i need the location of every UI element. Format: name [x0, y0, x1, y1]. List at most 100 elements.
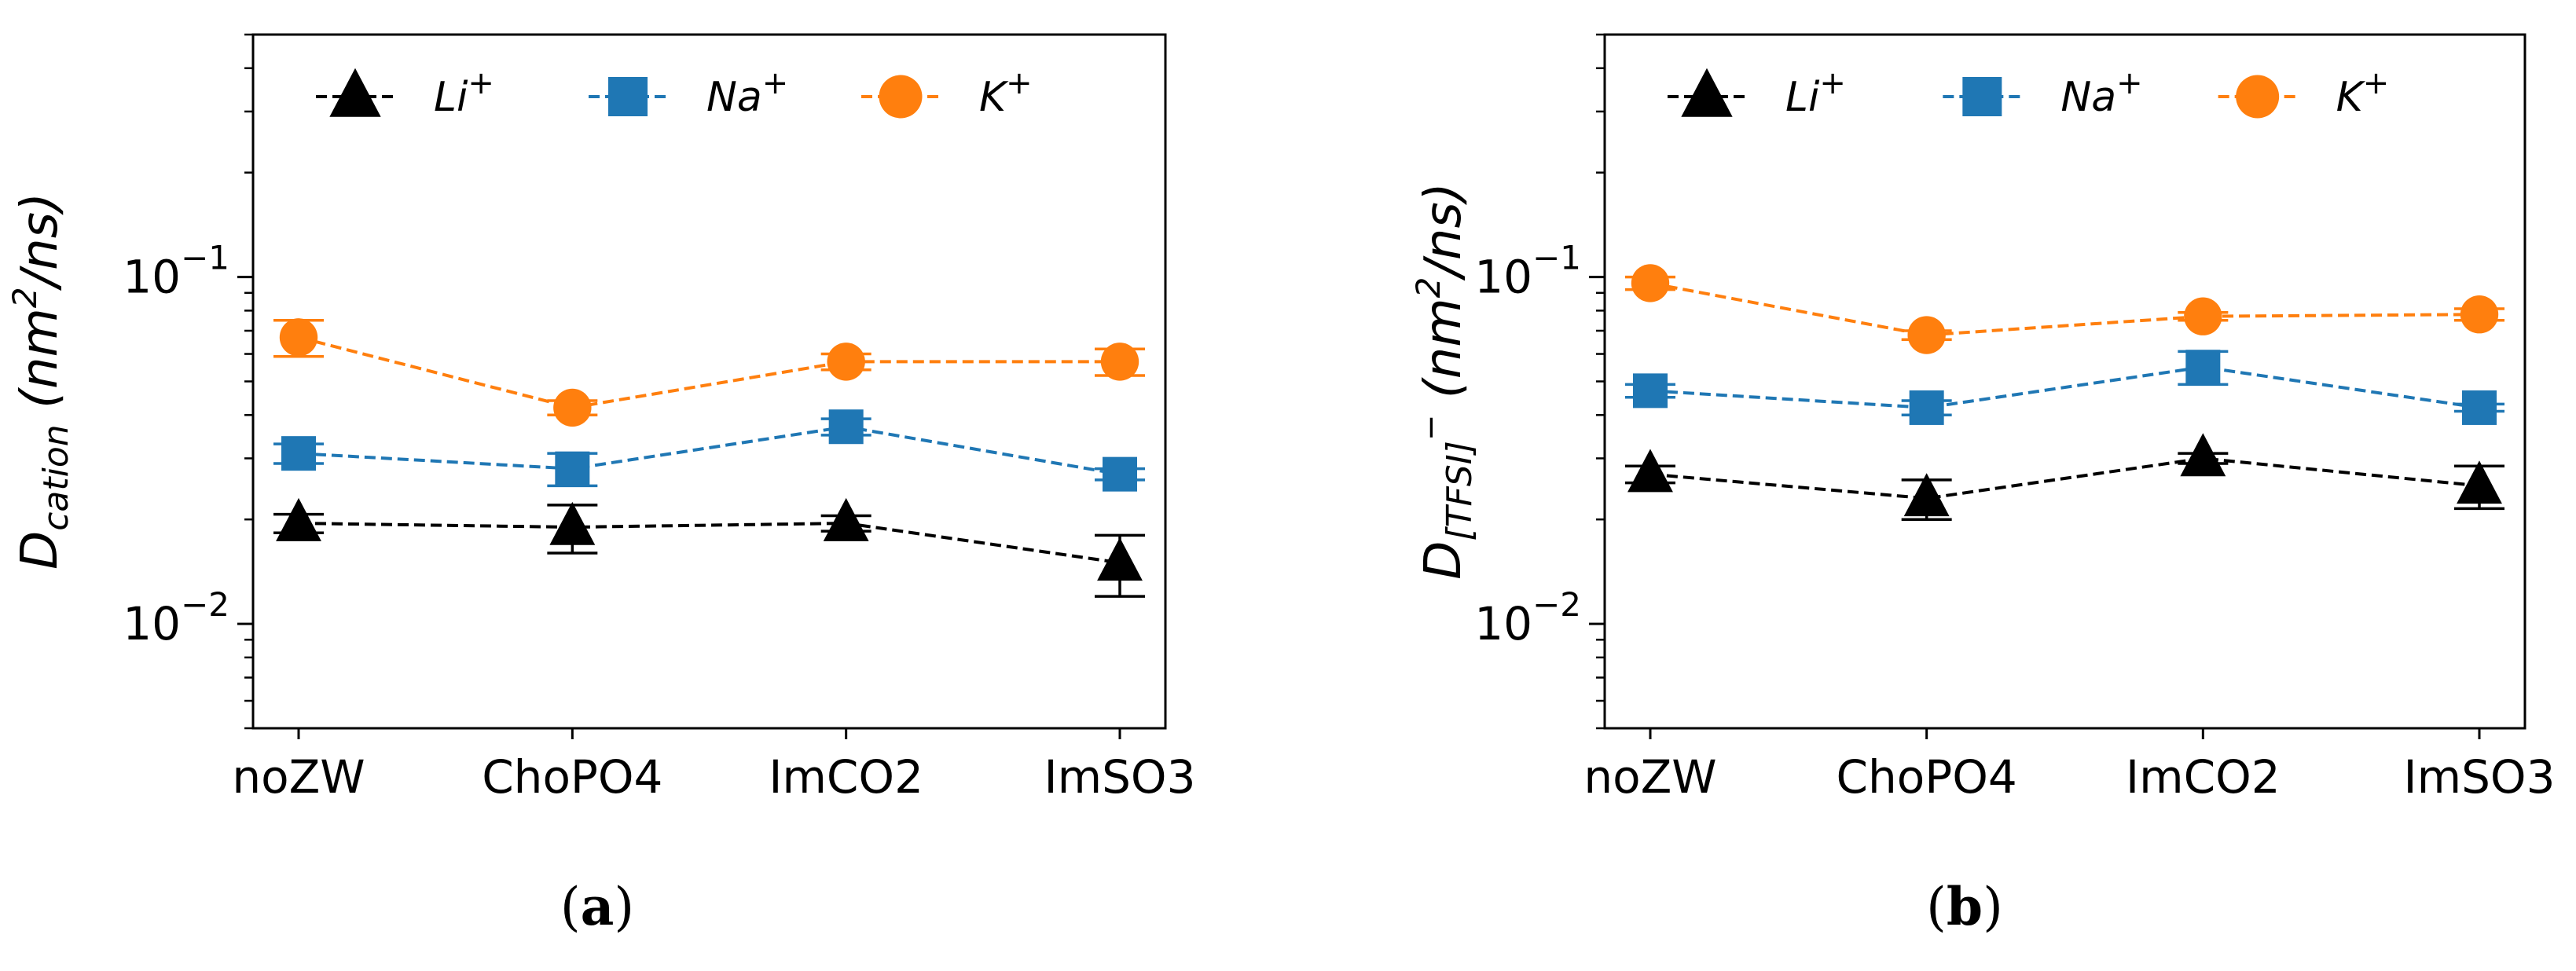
data-point — [1100, 343, 1139, 381]
y-axis-units-exponent: 2 — [6, 287, 44, 308]
caption-letter: a — [581, 876, 615, 937]
y-axis-units-rest: /ns) — [1415, 182, 1473, 280]
legend-item-square: Na+ — [1943, 65, 2143, 121]
series-line — [298, 522, 1121, 565]
data-point — [1909, 390, 1944, 425]
data-point — [281, 436, 316, 471]
y-axis-symbol: D — [1415, 541, 1473, 580]
y-tick-base: 10 — [123, 597, 181, 650]
y-tick-label: 10−2 — [123, 585, 229, 650]
y-tick-label: 10−1 — [123, 239, 229, 304]
y-tick-base: 10 — [1474, 597, 1532, 650]
y-axis-units: (nm — [11, 308, 69, 424]
legend-marker — [1681, 68, 1733, 117]
data-point — [276, 497, 321, 541]
legend-label-ion: Li — [1785, 74, 1820, 121]
legend-label: Na+ — [706, 65, 788, 121]
legend-label: Li+ — [1785, 65, 1846, 121]
series-triangle — [1625, 433, 2504, 521]
data-point — [555, 451, 590, 486]
data-point — [2184, 297, 2222, 335]
x-tick-label: ChoPO4 — [482, 750, 662, 804]
legend-label-charge: + — [1006, 65, 1033, 101]
legend-label-charge: + — [762, 65, 789, 101]
y-tick-exponent: −1 — [181, 239, 229, 277]
x-tick-label: ImCO2 — [769, 750, 923, 804]
legend-label-ion: Na — [706, 74, 762, 121]
legend-label-ion: K — [2336, 74, 2366, 121]
series-line — [298, 335, 1120, 409]
data-point — [1627, 449, 1673, 493]
data-point — [553, 388, 592, 427]
y-axis-units-rest: /ns) — [11, 192, 69, 291]
legend-label-ion: Li — [434, 74, 468, 121]
y-axis-title: D[TFSI]− (nm2/ns) — [1409, 182, 1480, 580]
series-square — [273, 409, 1145, 492]
data-point — [1631, 264, 1670, 302]
x-tick-label: ChoPO4 — [1837, 750, 2017, 804]
legend-label-ion: Na — [2060, 74, 2116, 121]
data-point — [2457, 460, 2502, 504]
legend: Li+ Na+ K+ — [316, 65, 1033, 121]
y-tick-exponent: −2 — [181, 585, 229, 624]
data-point — [549, 501, 596, 545]
data-point — [2462, 390, 2497, 425]
legend-label-charge: + — [2116, 65, 2143, 101]
legend-marker — [1962, 77, 2002, 116]
y-axis-units-exponent: 2 — [1409, 277, 1448, 299]
series-triangle — [273, 497, 1145, 598]
caption-paren: ( — [560, 877, 581, 937]
y-axis-units: (nm — [1415, 298, 1473, 414]
y-tick-label: 10−2 — [1474, 585, 1581, 650]
y-tick-base: 10 — [123, 251, 181, 304]
legend-label-ion: K — [979, 74, 1009, 121]
y-tick-exponent: −1 — [1532, 239, 1581, 277]
legend-item-square: Na+ — [589, 65, 788, 121]
x-tick-label: ImSO3 — [1044, 750, 1196, 804]
data-point — [279, 318, 318, 357]
legend-item-circle: K+ — [2218, 65, 2390, 121]
y-axis-title: Dcation (nm2/ns) — [6, 192, 76, 570]
legend: Li+ Na+ K+ — [1668, 65, 2389, 121]
series-square — [1625, 350, 2504, 425]
legend-item-triangle: Li+ — [1668, 65, 1846, 121]
legend-label: Li+ — [434, 65, 494, 121]
plot-frame — [251, 33, 1167, 730]
series-line — [298, 425, 1121, 476]
series-line — [1649, 456, 2480, 500]
series-circle — [273, 318, 1145, 427]
legend-label-charge: + — [1819, 65, 1846, 101]
series-circle — [1625, 264, 2504, 354]
panel-caption: (a) — [560, 876, 634, 937]
data-point — [827, 343, 865, 381]
caption-paren: ( — [1926, 877, 1947, 937]
data-point — [2460, 295, 2499, 334]
series-line — [1649, 281, 2480, 337]
legend-item-triangle: Li+ — [316, 65, 494, 121]
data-point — [823, 497, 869, 541]
data-point — [1633, 373, 1668, 409]
y-tick-base: 10 — [1474, 251, 1532, 304]
caption-letter: b — [1947, 876, 1983, 937]
y-tick-exponent: −2 — [1532, 585, 1581, 624]
data-point — [2185, 350, 2221, 385]
series-line — [1649, 365, 2480, 409]
caption-paren: ) — [1983, 877, 2003, 937]
x-tick-label: noZW — [232, 750, 365, 804]
data-point — [1103, 456, 1137, 492]
data-point — [828, 409, 864, 445]
x-tick-label: ImSO3 — [2404, 750, 2556, 804]
legend-marker — [329, 68, 381, 117]
y-axis-subscript: cation — [36, 424, 76, 530]
legend-label-charge: + — [2363, 65, 2390, 101]
panel-caption: (b) — [1926, 876, 2003, 937]
legend-label: K+ — [2336, 65, 2390, 121]
y-axis-symbol: D — [11, 531, 69, 570]
y-axis-subscript: [TFSI] — [1440, 441, 1480, 540]
legend-label: Na+ — [2060, 65, 2142, 121]
legend-marker — [879, 75, 923, 119]
plot-frame — [1603, 33, 2526, 730]
